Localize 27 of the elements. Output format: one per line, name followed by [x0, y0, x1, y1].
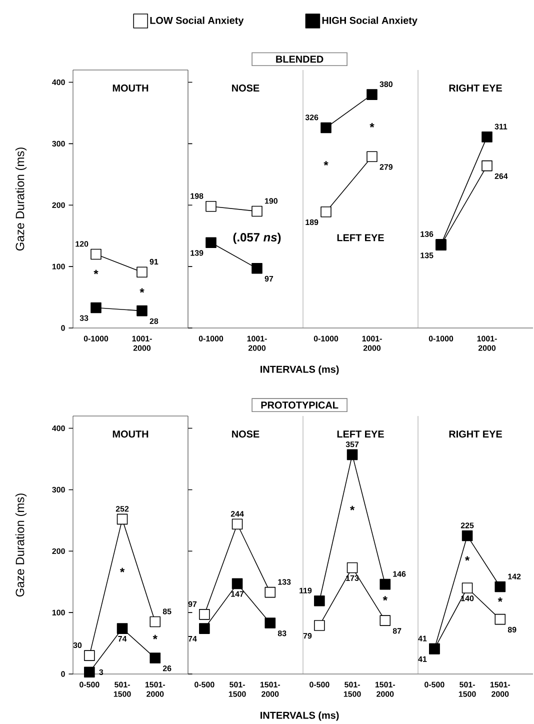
annotation: * [464, 556, 470, 561]
text: RIGHT EYE [449, 84, 502, 92]
annotation: * [350, 506, 355, 510]
annotation: * [498, 597, 502, 602]
text: LEFT EYE [337, 430, 384, 438]
y-axis-title: Gaze Duration (ms) [15, 148, 27, 251]
x-axis-title: INTERVALS (ms) [260, 712, 339, 721]
annotation: * [382, 596, 388, 601]
annotation: * [140, 288, 144, 293]
text: RIGHT EYE [449, 430, 502, 438]
legend-label: LOW Social Anxiety [150, 16, 244, 26]
annotation: * [120, 568, 125, 572]
y-axis-title: Gaze Duration (ms) [15, 494, 27, 597]
annotation: (.057 ns) [233, 232, 281, 244]
text: MOUTH [112, 430, 148, 438]
annotation: * [324, 161, 328, 166]
text: MOUTH [112, 84, 148, 92]
text: NOSE [232, 430, 260, 438]
legend-label: HIGH Social Anxiety [322, 16, 418, 26]
annotation: * [370, 123, 374, 128]
annotation: * [94, 270, 98, 274]
text: NOSE [232, 84, 260, 92]
text: BLENDED [276, 56, 324, 63]
x-axis-title: INTERVALS (ms) [260, 366, 339, 375]
text: LEFT EYE [337, 234, 384, 242]
annotation: * [152, 634, 158, 640]
text: PROTOTYPICAL [261, 402, 338, 409]
